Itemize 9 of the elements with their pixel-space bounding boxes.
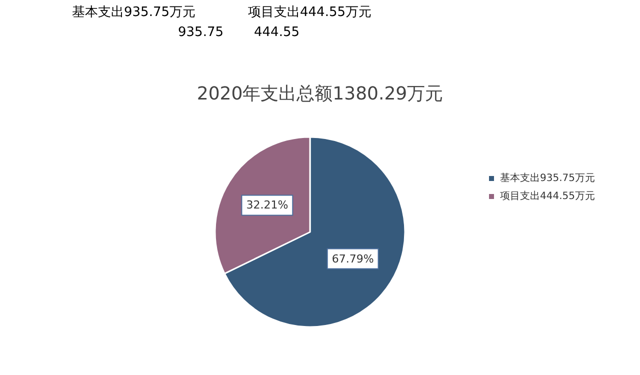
- text: 基本支出935.75万元: [72, 5, 196, 20]
- text: 444.55: [254, 25, 300, 40]
- legend-label: 基本支出935.75万元: [500, 172, 596, 184]
- legend-label: 项目支出444.55万元: [500, 190, 596, 202]
- text: 项目支出444.55万元: [248, 5, 372, 20]
- chart-title: 2020年支出总额1380.29万元: [196, 84, 444, 104]
- data-label: 67.79%: [332, 252, 374, 266]
- text: 935.75: [178, 25, 224, 40]
- data-label: 32.21%: [246, 198, 288, 212]
